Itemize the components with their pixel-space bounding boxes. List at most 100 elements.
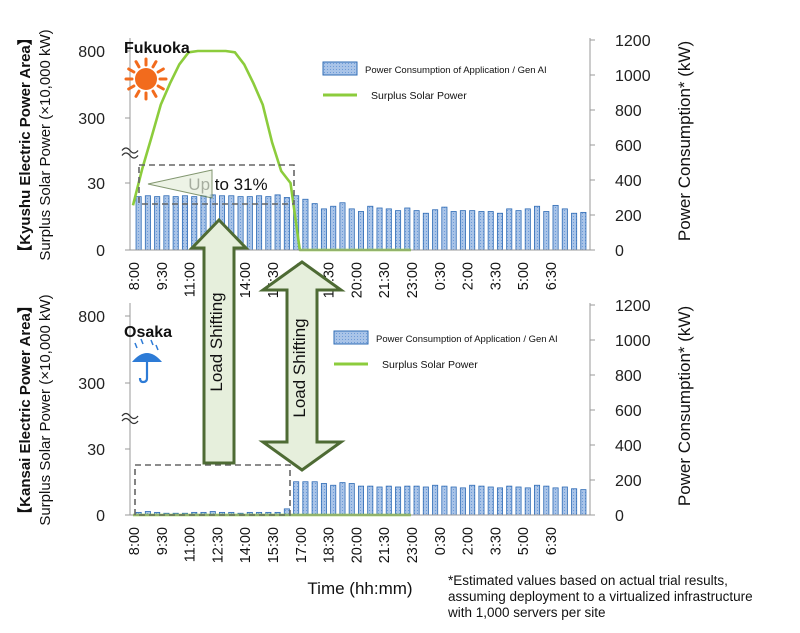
x-tick-label: 0:30: [433, 262, 449, 290]
power-bar: [580, 489, 587, 516]
power-bar: [330, 205, 337, 251]
power-bar: [367, 205, 374, 251]
rain-drop: [134, 342, 138, 349]
left-tick-label: 0: [96, 243, 105, 260]
sun-ray: [134, 60, 141, 69]
power-bar: [496, 212, 503, 251]
power-bar: [478, 211, 485, 251]
left-tick-label: 0: [96, 508, 105, 525]
power-bar: [367, 485, 374, 516]
left-tick-label: 800: [78, 44, 105, 61]
sun-ray: [127, 67, 136, 74]
x-tick-label: 14:00: [238, 262, 254, 298]
x-tick-label: 20:00: [349, 262, 365, 298]
x-tick-label: 8:00: [127, 262, 143, 290]
right-tick-label: 800: [615, 103, 642, 120]
right-tick-label: 200: [615, 473, 642, 490]
x-tick-label: 9:30: [155, 262, 171, 290]
power-bar: [487, 211, 494, 251]
x-tick-label: 23:00: [405, 262, 421, 298]
axis-break-mark: [121, 147, 139, 154]
power-bar: [320, 483, 327, 516]
power-bar: [571, 212, 578, 251]
left-tick-label: 30: [87, 442, 105, 459]
power-bar: [524, 208, 531, 251]
power-bar: [348, 208, 355, 251]
x-tick-label: 3:30: [488, 262, 504, 290]
legend-bar-label: Power Consumption of Application / Gen A…: [365, 65, 547, 76]
x-tick-label: 2:00: [461, 262, 477, 290]
footnote: *Estimated values based on actual trial …: [448, 573, 798, 621]
power-bar: [320, 208, 327, 251]
power-bar: [524, 487, 531, 516]
x-tick-label: 21:30: [377, 527, 393, 563]
umbrella-canopy: [132, 353, 162, 362]
power-bar: [450, 211, 457, 251]
legend-bar-swatch: [322, 61, 358, 76]
footnote-line: assuming deployment to a virtualized inf…: [448, 589, 753, 604]
x-tick-label: 6:30: [544, 527, 560, 555]
power-bar: [487, 486, 494, 516]
power-bar: [515, 486, 522, 516]
power-bar: [469, 484, 476, 516]
power-bar: [432, 484, 439, 516]
target-box: [134, 464, 291, 516]
power-bar: [459, 487, 466, 516]
x-tick-label: 20:00: [349, 527, 365, 563]
left-tick-label: 30: [87, 176, 105, 193]
x-tick-label: 5:00: [516, 527, 532, 555]
umbrella-icon: [132, 338, 162, 384]
left-tick-label: 800: [78, 309, 105, 326]
power-bar: [459, 210, 466, 251]
power-bar: [293, 481, 300, 516]
axis-break-mark: [121, 412, 139, 420]
power-bar: [395, 486, 402, 516]
arrow-label: Load Shifting: [207, 292, 226, 391]
power-bar: [534, 484, 541, 516]
arrow-label: Load Shifting: [290, 318, 309, 417]
right-tick-label: 0: [615, 508, 624, 525]
right-tick-label: 800: [615, 368, 642, 385]
x-tick-label: 2:00: [461, 527, 477, 555]
left-axis-title: Surplus Solar Power (×10,000 kW): [37, 29, 54, 260]
power-bar: [339, 202, 346, 251]
power-bar: [357, 485, 364, 516]
left-tick-label: 300: [78, 376, 105, 393]
power-bar: [478, 485, 485, 516]
power-bar: [395, 210, 402, 251]
power-bar: [552, 487, 559, 516]
right-tick-label: 1200: [615, 33, 651, 50]
x-tick-label: 5:00: [516, 262, 532, 290]
power-bar: [506, 485, 513, 516]
power-bar: [496, 487, 503, 516]
panel-title: Osaka: [124, 324, 172, 341]
power-bar: [404, 207, 411, 251]
x-tick-label: 18:30: [322, 527, 338, 563]
power-bar: [580, 211, 587, 251]
legend-bar-label: Power Consumption of Application / Gen A…: [376, 334, 558, 345]
power-bar: [441, 206, 448, 251]
power-bar: [543, 211, 550, 251]
panel-title: Fukuoka: [124, 40, 190, 57]
x-tick-label: 15:30: [266, 527, 282, 563]
power-bar: [413, 210, 420, 251]
power-bar: [469, 210, 476, 251]
axis-break-mark: [121, 417, 139, 425]
sun-ray: [151, 89, 158, 98]
rain-drop: [150, 339, 154, 346]
load-shifting-arrow-left: [188, 217, 250, 465]
x-tick-label: 14:00: [238, 527, 254, 563]
axis-break-mark: [121, 152, 139, 159]
power-bar: [404, 485, 411, 516]
x-axis-title: Time (hh:mm): [307, 579, 412, 598]
x-tick-label: 21:30: [377, 262, 393, 298]
x-tick-label: 9:30: [155, 527, 171, 555]
x-tick-label: 6:30: [544, 262, 560, 290]
power-bar: [450, 486, 457, 516]
power-bar: [413, 485, 420, 516]
right-tick-label: 200: [615, 208, 642, 225]
footnote-line: *Estimated values based on actual trial …: [448, 573, 728, 588]
sun-ray: [134, 89, 141, 98]
power-bar: [274, 194, 281, 251]
